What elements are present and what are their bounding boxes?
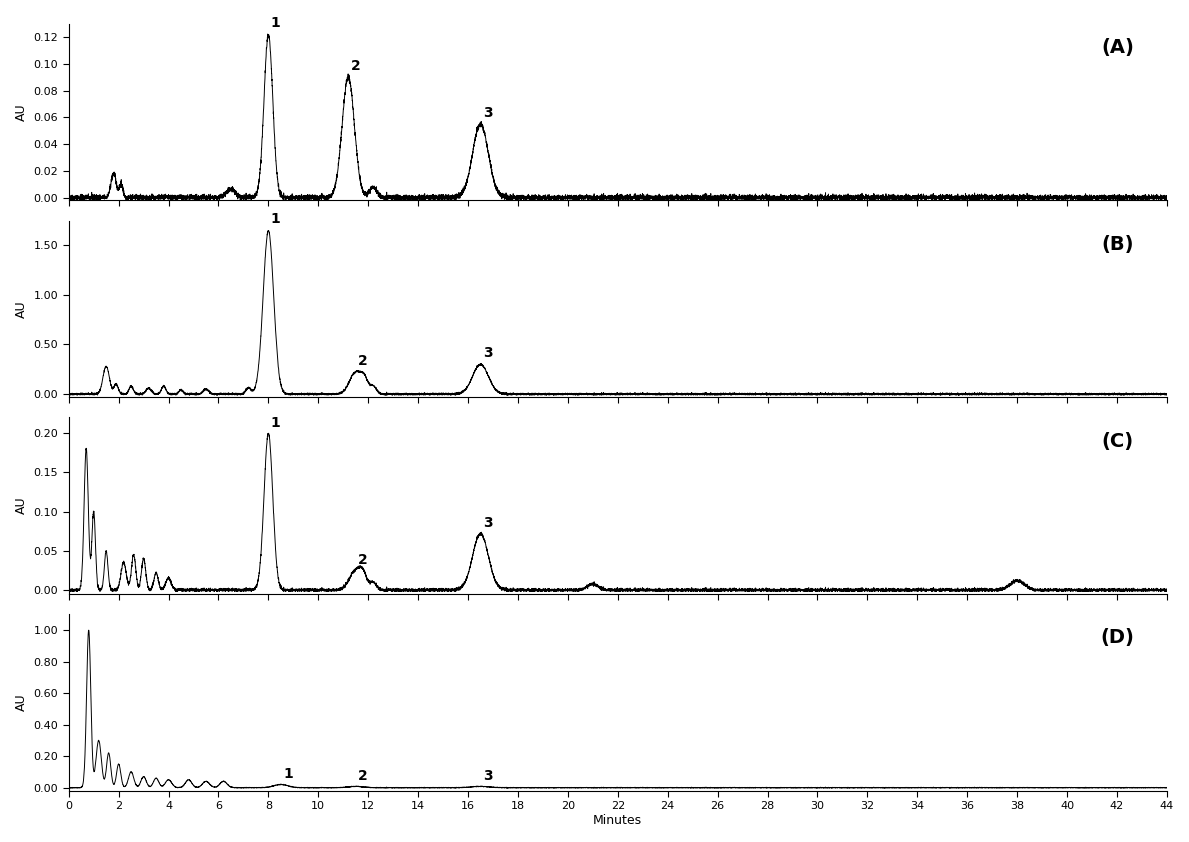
Text: 3: 3 <box>483 106 492 120</box>
Y-axis label: AU: AU <box>15 694 29 711</box>
Text: 1: 1 <box>271 416 281 430</box>
Text: 2: 2 <box>358 553 367 568</box>
Text: 2: 2 <box>358 770 367 783</box>
Y-axis label: AU: AU <box>15 300 29 317</box>
Text: (B): (B) <box>1101 235 1134 253</box>
Text: (C): (C) <box>1102 432 1134 450</box>
Text: 3: 3 <box>483 516 492 530</box>
Text: 1: 1 <box>271 212 281 226</box>
Text: 3: 3 <box>483 346 492 360</box>
Text: 1: 1 <box>271 16 281 30</box>
Y-axis label: AU: AU <box>15 497 29 514</box>
Text: 2: 2 <box>351 59 360 73</box>
Text: (A): (A) <box>1101 38 1134 56</box>
Text: 2: 2 <box>358 354 367 368</box>
Text: (D): (D) <box>1100 628 1134 647</box>
Text: 1: 1 <box>283 767 294 781</box>
X-axis label: Minutes: Minutes <box>593 814 642 827</box>
Text: 3: 3 <box>483 770 492 783</box>
Y-axis label: AU: AU <box>15 103 29 120</box>
